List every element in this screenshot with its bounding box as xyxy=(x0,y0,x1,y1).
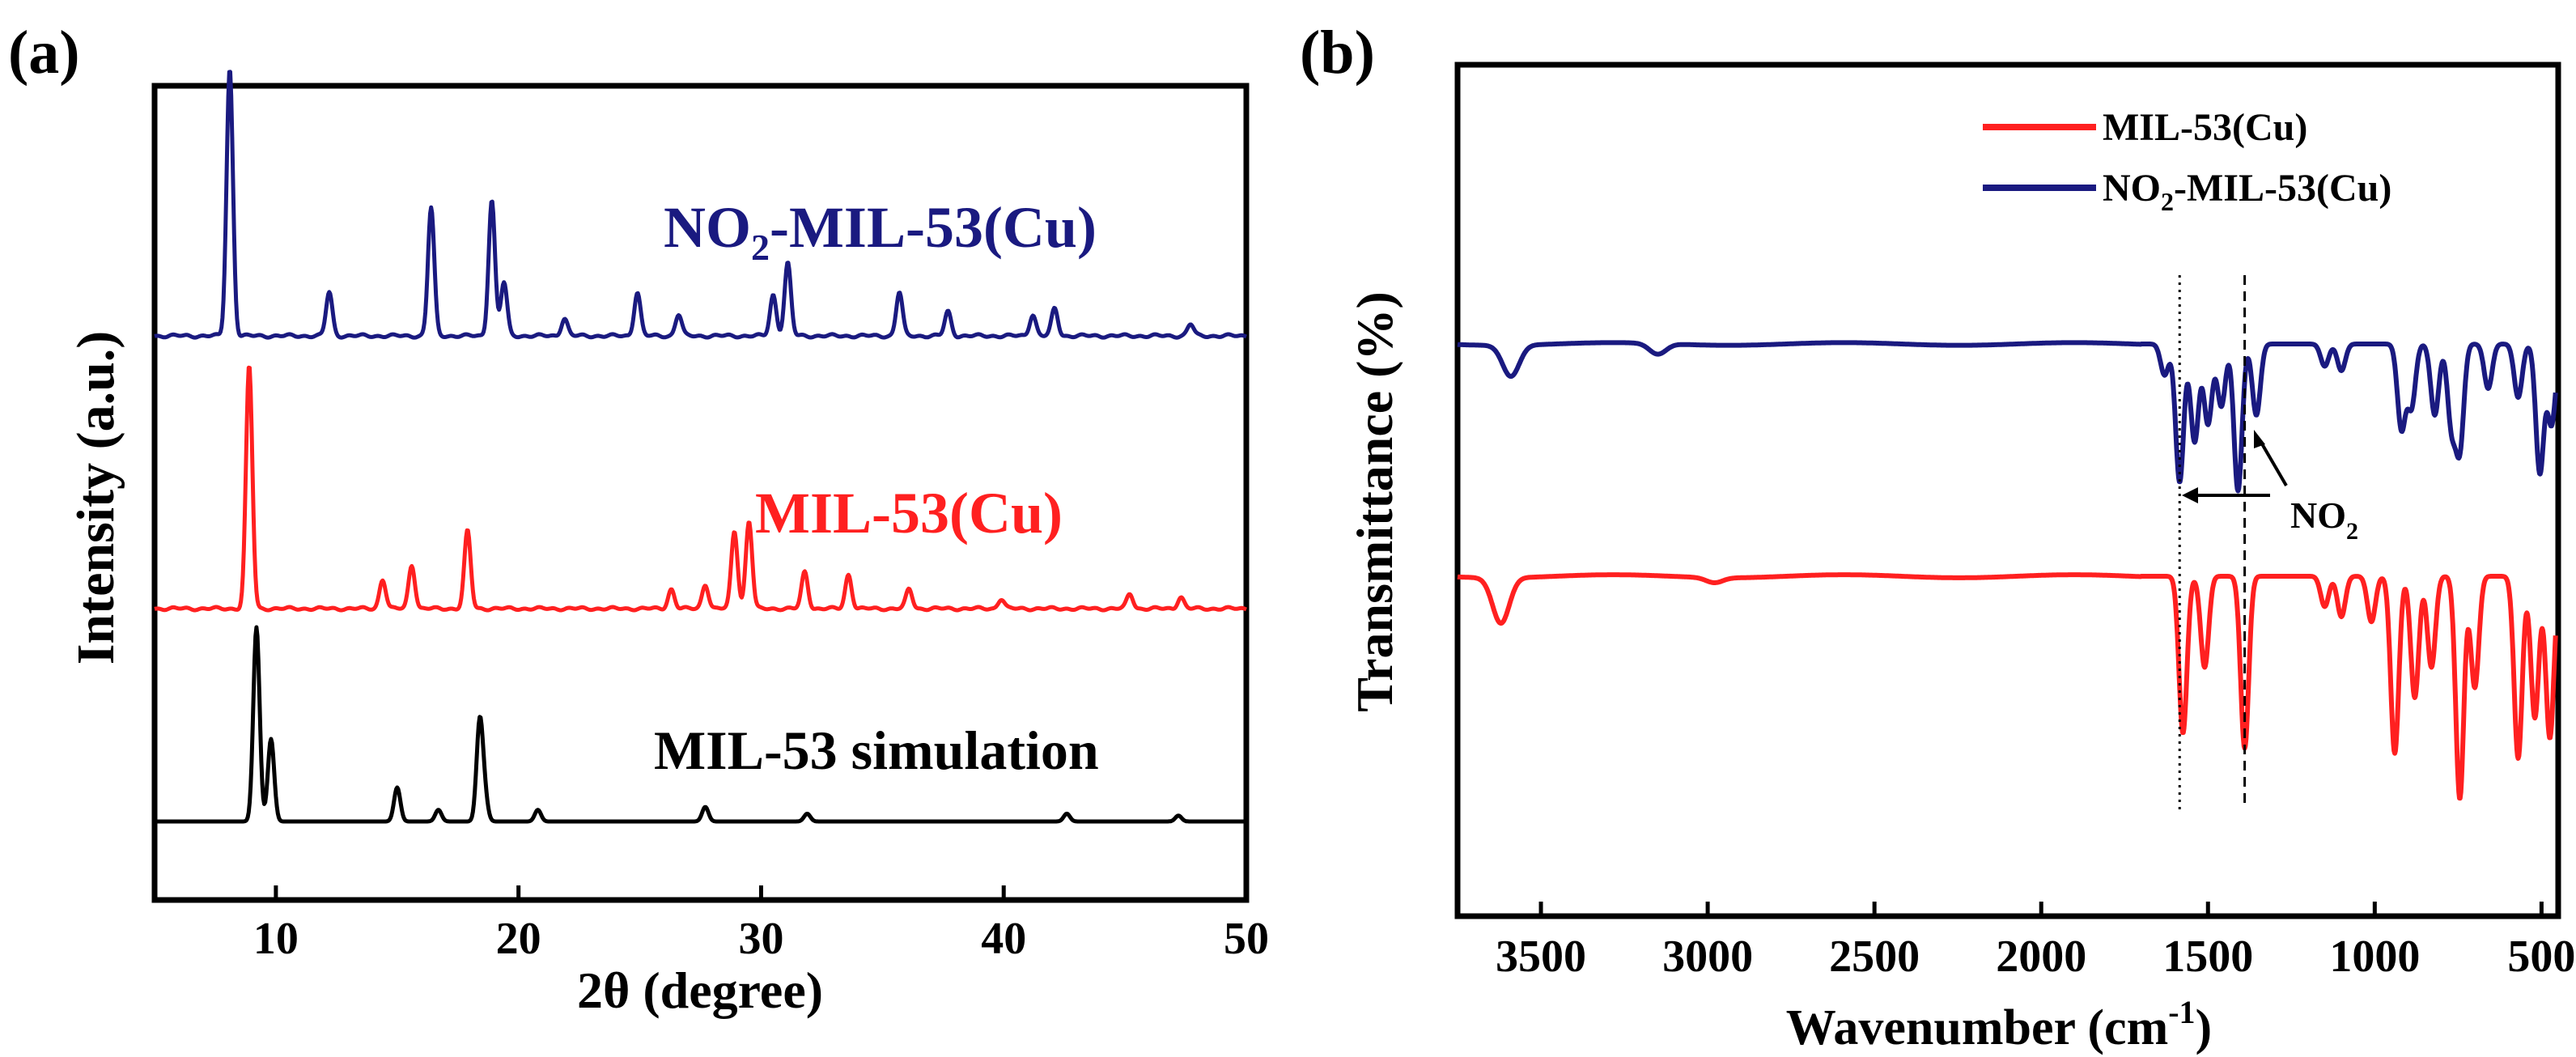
annotation-arrow-right xyxy=(2259,439,2288,487)
x-tick-label-b-3500: 3500 xyxy=(1496,932,1586,982)
legend-label-mil53cu: MIL-53(Cu) xyxy=(2103,106,2307,149)
trace-a-mil-53-cu xyxy=(153,365,1248,613)
panel-b-traces xyxy=(1455,340,2558,801)
panel-b: (b) 3500 3000 2500 2000 1500 1000 500 MIL-53(C… xyxy=(1300,19,2575,1055)
panel-a-xlabel: 2θ (degree) xyxy=(577,961,823,1019)
x-tick-label-b-1000: 1000 xyxy=(2329,932,2420,982)
x-tick-label-b-3000: 3000 xyxy=(1662,932,1753,982)
legend-no2-main: NO xyxy=(2103,167,2161,210)
panel-b-xlabel-sup: -1 xyxy=(2168,994,2195,1030)
panel-a-traces xyxy=(153,70,1248,824)
x-tick-label-b-1500: 1500 xyxy=(2162,932,2253,982)
legend: MIL-53(Cu) NO2-MIL-53(Cu) xyxy=(1983,106,2391,216)
panel-a: (a) 10 20 30 40 50 NO2-MIL-53(Cu) MIL-53(Cu)… xyxy=(8,19,1269,1019)
panel-b-xlabel-end: ) xyxy=(2196,1000,2213,1055)
x-tick-label-a-40: 40 xyxy=(981,914,1026,964)
panel-b-reference-lines xyxy=(2178,275,2247,809)
panel-b-x-ticks: 3500 3000 2500 2000 1500 1000 500 xyxy=(1496,902,2575,982)
series-label-mil53cu-a: MIL-53(Cu) xyxy=(755,481,1063,545)
series-label-no2-rest: -MIL-53(Cu) xyxy=(770,195,1097,260)
trace-a-mil-53-simulation xyxy=(153,625,1248,824)
legend-label-no2-mil53cu: NO2-MIL-53(Cu) xyxy=(2103,167,2391,216)
series-label-no2-main: NO xyxy=(664,195,751,260)
legend-no2-rest: -MIL-53(Cu) xyxy=(2174,167,2391,210)
x-tick-label-a-20: 20 xyxy=(496,914,541,964)
x-tick-label-a-50: 50 xyxy=(1224,914,1269,964)
x-tick-label-b-2500: 2500 xyxy=(1829,932,1920,982)
trace-b-no2-mil-53-cu xyxy=(1455,340,2558,494)
annotation-arrowhead-left xyxy=(2182,487,2198,503)
series-label-no2-mil53cu-a: NO2-MIL-53(Cu) xyxy=(664,195,1097,268)
panel-b-xlabel: Wavenumber (cm-1) xyxy=(1786,994,2212,1055)
series-label-no2-sub: 2 xyxy=(751,227,770,268)
panel-a-frame xyxy=(151,83,1250,903)
panel-a-label: (a) xyxy=(8,19,80,87)
annotation-no2-sub: 2 xyxy=(2346,518,2358,545)
annotation-arrowhead-right xyxy=(2254,430,2265,448)
series-label-mil53-simulation: MIL-53 simulation xyxy=(654,720,1099,781)
x-tick-label-b-500: 500 xyxy=(2507,932,2575,982)
panel-b-frame xyxy=(1454,62,2561,919)
trace-a-no2-mil-53-cu xyxy=(153,70,1248,340)
annotation-no2-main: NO xyxy=(2290,495,2346,536)
x-tick-label-a-10: 10 xyxy=(253,914,299,964)
panel-b-ylabel: Transmittance (%) xyxy=(1346,291,1403,712)
panel-b-label: (b) xyxy=(1300,19,1375,87)
panel-a-ylabel: Intensity (a.u.) xyxy=(66,331,125,665)
x-tick-label-a-30: 30 xyxy=(738,914,783,964)
panel-a-x-ticks: 10 20 30 40 50 xyxy=(253,885,1269,964)
legend-no2-sub: 2 xyxy=(2161,187,2174,216)
x-tick-label-b-2000: 2000 xyxy=(1996,932,2086,982)
annotation-no2-text: NO2 xyxy=(2290,495,2358,545)
no2-annotation: NO2 xyxy=(2182,430,2358,545)
trace-b-mil-53-cu xyxy=(1455,572,2558,801)
panel-b-xlabel-main: Wavenumber (cm xyxy=(1786,1000,2168,1055)
